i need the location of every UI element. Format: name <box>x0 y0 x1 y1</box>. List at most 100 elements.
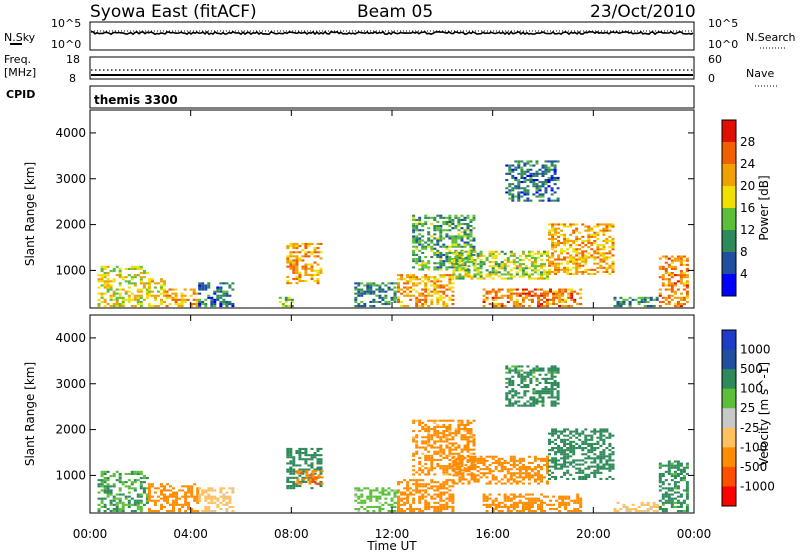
data-cell <box>216 298 220 301</box>
data-cell <box>512 267 516 270</box>
data-cell <box>286 468 290 471</box>
data-cell <box>225 508 229 511</box>
data-cell <box>415 260 419 263</box>
data-cell <box>521 292 525 295</box>
data-cell <box>512 503 516 506</box>
data-cell <box>421 280 425 283</box>
data-cell <box>412 473 416 476</box>
data-cell <box>458 468 462 471</box>
data-cell <box>439 485 443 488</box>
data-cell <box>543 459 546 462</box>
data-cell <box>369 505 373 508</box>
data-cell <box>190 489 194 492</box>
data-cell <box>184 501 188 504</box>
data-cell <box>676 485 680 488</box>
data-cell <box>540 288 543 291</box>
data-cell <box>136 501 140 504</box>
data-cell <box>508 392 512 395</box>
data-cell <box>454 241 458 244</box>
data-cell <box>181 485 185 488</box>
data-cell <box>551 475 555 478</box>
data-cell <box>136 470 140 473</box>
data-cell <box>207 296 211 299</box>
data-cell <box>406 493 410 496</box>
data-cell <box>558 510 562 513</box>
data-cell <box>500 501 504 504</box>
data-cell <box>593 461 597 464</box>
data-cell <box>530 493 534 496</box>
data-cell <box>463 428 467 431</box>
data-cell <box>670 265 674 268</box>
data-cell <box>673 259 677 262</box>
data-cell <box>400 278 404 281</box>
data-cell <box>524 267 528 270</box>
data-cell <box>360 305 364 308</box>
data-cell <box>505 394 509 397</box>
data-cell <box>667 296 671 299</box>
data-cell <box>596 442 600 445</box>
data-cell <box>127 487 131 490</box>
data-cell <box>494 292 498 295</box>
data-cell <box>515 459 519 462</box>
data-cell <box>572 248 576 251</box>
data-cell <box>292 464 296 467</box>
data-cell <box>679 263 683 266</box>
data-cell <box>121 296 125 299</box>
data-cell <box>557 270 561 273</box>
data-cell <box>163 280 166 283</box>
data-cell <box>463 258 467 261</box>
data-cell <box>485 275 489 278</box>
data-cell <box>667 272 671 275</box>
data-cell <box>590 451 594 454</box>
data-cell <box>590 254 594 257</box>
data-cell <box>421 251 425 254</box>
data-cell <box>378 505 382 508</box>
data-cell <box>231 305 235 308</box>
data-cell <box>608 469 612 472</box>
data-cell <box>608 252 612 255</box>
data-cell <box>445 444 449 447</box>
data-cell <box>587 239 591 242</box>
data-cell <box>366 495 370 498</box>
data-cell <box>685 505 689 508</box>
data-cell <box>661 265 665 268</box>
data-cell <box>550 396 554 399</box>
data-cell <box>552 495 556 498</box>
data-cell <box>418 305 422 308</box>
data-cell <box>150 495 154 498</box>
data-cell <box>497 305 501 308</box>
data-cell <box>357 508 361 511</box>
data-cell <box>316 462 320 465</box>
data-cell <box>204 286 208 289</box>
data-cell <box>511 375 515 378</box>
data-cell <box>442 237 446 240</box>
data-cell <box>397 298 400 301</box>
data-cell <box>500 505 504 508</box>
data-cell <box>625 510 629 513</box>
data-cell <box>442 499 446 502</box>
data-cell <box>670 286 674 289</box>
data-cell <box>593 449 597 452</box>
data-cell <box>187 485 191 488</box>
data-cell <box>581 449 585 452</box>
data-cell <box>514 365 518 368</box>
freq-left-tick-top: 18 <box>66 53 80 66</box>
data-cell <box>685 267 689 270</box>
data-cell <box>310 456 314 459</box>
data-cell <box>581 463 585 466</box>
data-cell <box>452 482 456 485</box>
data-cell <box>587 467 591 470</box>
data-cell <box>412 282 416 285</box>
data-cell <box>590 248 594 251</box>
data-cell <box>166 495 169 498</box>
data-cell <box>625 298 629 301</box>
data-cell <box>611 459 615 462</box>
data-cell <box>175 493 179 496</box>
data-cell <box>567 501 571 504</box>
data-cell <box>228 499 232 502</box>
data-cell <box>497 275 501 278</box>
data-cell <box>554 457 558 460</box>
data-cell <box>564 503 568 506</box>
data-cell <box>198 292 202 295</box>
data-cell <box>575 244 579 247</box>
